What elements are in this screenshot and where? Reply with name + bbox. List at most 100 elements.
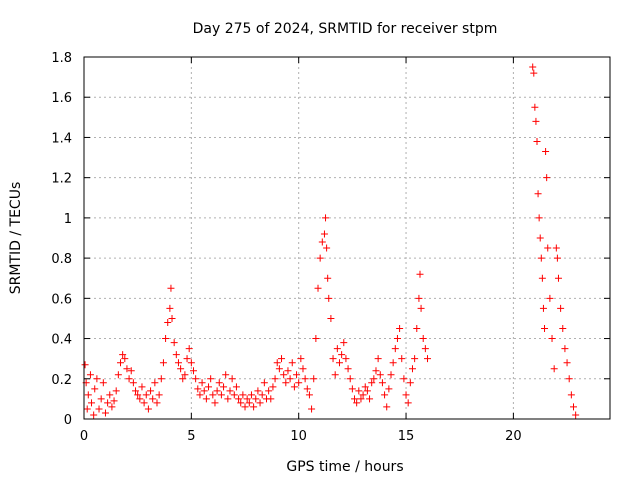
data-point [327,314,335,322]
data-point [333,345,341,353]
data-point [172,351,180,359]
data-point [95,405,103,413]
data-point [260,379,268,387]
data-point [559,325,567,332]
data-point [383,403,391,411]
data-point [179,375,187,383]
data-point [91,385,99,393]
data-point [553,254,561,262]
data-point [200,387,208,395]
data-point [162,335,170,343]
data-point [202,395,210,403]
data-point [413,325,421,332]
data-point [335,359,343,367]
data-point [572,411,580,419]
data-point [421,345,429,353]
data-point [232,383,240,391]
data-point [142,391,150,399]
data-point [213,387,221,395]
data-point [269,383,277,391]
data-point [275,365,283,373]
data-point [247,391,255,399]
data-point [398,355,406,363]
data-point [93,375,101,383]
data-point [164,318,172,326]
x-axis-ticks: 0 5 10 15 20 [80,57,522,444]
data-point [366,395,374,403]
data-point [159,359,167,367]
data-point [196,391,204,399]
x-axis-label: GPS time / hours [286,459,403,475]
data-point [299,365,307,373]
data-point [241,403,249,411]
data-point [170,339,178,347]
y-tick-label: 0.6 [51,292,72,307]
data-point [415,294,423,302]
data-point [84,391,92,399]
data-point [548,335,556,343]
data-point [230,391,238,399]
y-tick-label: 0 [64,413,72,428]
data-point [338,351,346,359]
data-point [167,284,175,292]
data-point [532,117,540,125]
data-point [129,379,137,387]
data-point [544,244,552,252]
data-point [355,387,363,395]
data-point [288,359,296,367]
data-point [389,359,397,367]
data-point [417,304,425,312]
data-point [116,359,124,367]
data-point [546,294,554,302]
data-point [235,395,243,403]
data-point [166,304,174,312]
data-point [314,284,322,292]
data-point [278,355,286,363]
data-point [295,379,303,387]
data-point [539,304,547,312]
data-point [136,395,144,403]
y-tick-label: 1.4 [51,131,72,146]
data-point [226,387,234,395]
data-point [346,375,354,383]
data-point [370,375,378,383]
data-point [353,399,361,407]
data-point [177,365,185,373]
y-tick-label: 0.2 [51,373,72,388]
data-point [325,294,333,302]
data-point [123,365,131,373]
plot-frame [83,56,611,420]
data-point [132,387,140,395]
y-tick-label: 0.8 [51,252,72,267]
data-point [305,391,313,399]
data-point [393,335,401,343]
data-point [342,355,350,363]
data-point [194,385,202,393]
data-point [359,391,367,399]
data-point [348,385,356,393]
data-point [147,387,155,395]
data-point [267,395,275,403]
data-point [374,355,382,363]
y-tick-label: 1.2 [51,172,72,187]
data-point [538,274,546,282]
data-point [155,391,163,399]
data-point [97,395,105,403]
data-point [552,244,560,252]
y-tick-label: 0.4 [51,333,72,348]
data-point [185,345,193,353]
data-point [387,371,395,379]
data-point [220,383,228,391]
data-point [86,371,94,379]
data-point [90,411,98,419]
data-point [104,399,112,407]
data-point [273,359,281,367]
data-point [378,379,386,387]
data-point [127,367,135,375]
data-point [138,383,146,391]
data-point [323,244,331,252]
data-point [542,148,550,156]
data-point [419,335,427,343]
data-point [385,385,393,393]
data-point [536,234,544,242]
